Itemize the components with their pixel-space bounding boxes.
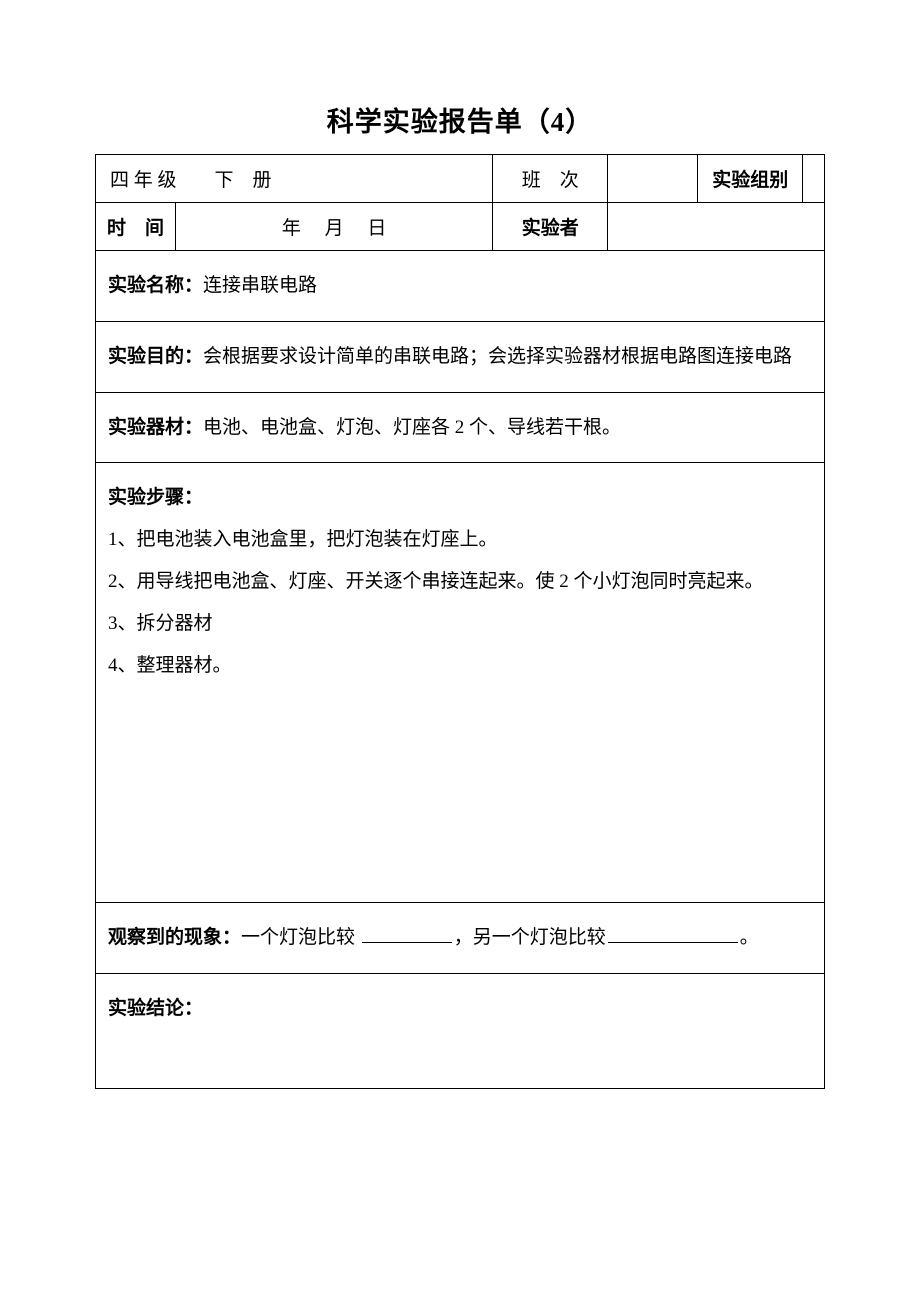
observation-text-1: 一个灯泡比较 [241, 927, 360, 948]
observation-cell: 观察到的现象：一个灯泡比较 ，另一个灯泡比较 。 [96, 903, 825, 974]
group-label-cell: 实验组别 [698, 155, 803, 203]
blank-1 [362, 942, 452, 943]
header-row-2: 时 间 年 月 日 实验者 [96, 203, 825, 251]
step-2: 2、用导线把电池盒、灯座、开关逐个串接连起来。使 2 个小灯泡同时亮起来。 [108, 561, 812, 603]
steps-cell: 实验步骤： 1、把电池装入电池盒里，把灯泡装在灯座上。 2、用导线把电池盒、灯座… [96, 463, 825, 903]
date-cell: 年 月 日 [176, 203, 493, 251]
name-value: 连接串联电路 [203, 275, 317, 296]
materials-value: 电池、电池盒、灯泡、灯座各 2 个、导线若干根。 [203, 417, 621, 438]
header-row-1: 四 年 级 下 册 班 次 实验组别 [96, 155, 825, 203]
purpose-value: 会根据要求设计简单的串联电路；会选择实验器材根据电路图连接电路 [203, 346, 792, 367]
purpose-cell: 实验目的：会根据要求设计简单的串联电路；会选择实验器材根据电路图连接电路 [96, 321, 825, 392]
step-1: 1、把电池装入电池盒里，把灯泡装在灯座上。 [108, 519, 812, 561]
grade-semester-cell: 四 年 级 下 册 [96, 155, 493, 203]
name-cell: 实验名称：连接串联电路 [96, 251, 825, 322]
conclusion-cell: 实验结论： [96, 974, 825, 1089]
purpose-row: 实验目的：会根据要求设计简单的串联电路；会选择实验器材根据电路图连接电路 [96, 321, 825, 392]
materials-cell: 实验器材：电池、电池盒、灯泡、灯座各 2 个、导线若干根。 [96, 392, 825, 463]
observation-text-3: 。 [740, 927, 759, 948]
conclusion-row: 实验结论： [96, 974, 825, 1089]
time-label-cell: 时 间 [96, 203, 176, 251]
step-3: 3、拆分器材 [108, 603, 812, 645]
class-value-cell [608, 155, 698, 203]
materials-label: 实验器材： [108, 417, 203, 438]
group-value-cell [803, 155, 825, 203]
observation-text-2: ，另一个灯泡比较 [454, 927, 606, 948]
step-4: 4、整理器材。 [108, 645, 812, 687]
observation-row: 观察到的现象：一个灯泡比较 ，另一个灯泡比较 。 [96, 903, 825, 974]
name-row: 实验名称：连接串联电路 [96, 251, 825, 322]
page-title: 科学实验报告单（4） [95, 100, 825, 139]
name-label: 实验名称： [108, 275, 203, 296]
observation-label: 观察到的现象： [108, 927, 241, 948]
materials-row: 实验器材：电池、电池盒、灯泡、灯座各 2 个、导线若干根。 [96, 392, 825, 463]
class-label-cell: 班 次 [493, 155, 608, 203]
experimenter-label-cell: 实验者 [493, 203, 608, 251]
blank-2 [608, 942, 738, 943]
steps-row: 实验步骤： 1、把电池装入电池盒里，把灯泡装在灯座上。 2、用导线把电池盒、灯座… [96, 463, 825, 903]
experimenter-value-cell [608, 203, 825, 251]
steps-label: 实验步骤： [108, 477, 812, 519]
report-table: 四 年 级 下 册 班 次 实验组别 时 间 年 月 日 实验者 实验名称：连接… [95, 154, 825, 1089]
conclusion-label: 实验结论： [108, 998, 203, 1019]
purpose-label: 实验目的： [108, 346, 203, 367]
